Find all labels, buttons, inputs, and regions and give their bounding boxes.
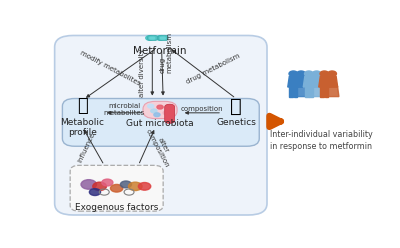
Text: alter diversity: alter diversity (139, 48, 145, 97)
Circle shape (120, 181, 132, 188)
FancyBboxPatch shape (148, 35, 158, 41)
Circle shape (151, 109, 157, 113)
FancyBboxPatch shape (70, 165, 163, 211)
Polygon shape (311, 76, 322, 87)
FancyBboxPatch shape (62, 98, 259, 146)
Polygon shape (305, 87, 308, 97)
Polygon shape (325, 87, 339, 97)
Polygon shape (326, 76, 338, 87)
Circle shape (89, 189, 100, 195)
Text: drug
metabolism: drug metabolism (160, 32, 173, 73)
Text: influence: influence (77, 131, 96, 163)
Text: alter
composition: alter composition (144, 125, 176, 169)
Text: Gut microbiota: Gut microbiota (126, 119, 194, 127)
Text: Inter-individual variability
in response to metformin: Inter-individual variability in response… (270, 130, 373, 151)
Polygon shape (288, 76, 299, 87)
Polygon shape (296, 76, 307, 87)
Circle shape (289, 71, 298, 76)
Circle shape (157, 105, 163, 109)
Text: 🏃: 🏃 (77, 97, 88, 115)
Text: drug metabolism: drug metabolism (185, 53, 240, 85)
Polygon shape (320, 87, 324, 97)
Circle shape (146, 36, 153, 40)
Polygon shape (294, 87, 297, 97)
FancyBboxPatch shape (55, 35, 267, 215)
Polygon shape (294, 87, 308, 97)
Circle shape (110, 185, 123, 192)
Circle shape (138, 183, 151, 190)
Circle shape (320, 71, 329, 76)
Circle shape (102, 179, 113, 186)
Polygon shape (310, 87, 324, 97)
Circle shape (148, 104, 154, 108)
Polygon shape (289, 87, 293, 97)
Circle shape (312, 71, 321, 76)
Circle shape (163, 111, 169, 115)
Circle shape (128, 182, 142, 190)
Polygon shape (303, 76, 314, 87)
Text: Metabolic
profile: Metabolic profile (60, 118, 104, 137)
Text: Genetics: Genetics (216, 118, 256, 126)
FancyBboxPatch shape (160, 37, 166, 40)
FancyBboxPatch shape (149, 37, 155, 40)
Polygon shape (325, 87, 328, 97)
Circle shape (166, 105, 172, 109)
Circle shape (328, 71, 336, 76)
Circle shape (297, 71, 306, 76)
Circle shape (154, 113, 160, 117)
FancyBboxPatch shape (165, 104, 175, 123)
Text: Metformin: Metformin (133, 46, 187, 56)
Polygon shape (319, 76, 330, 87)
Text: modify metabolites: modify metabolites (79, 50, 142, 86)
FancyBboxPatch shape (158, 35, 168, 41)
Text: 🧬: 🧬 (230, 97, 242, 116)
Polygon shape (309, 87, 313, 97)
Text: Exogenous factors: Exogenous factors (75, 203, 158, 212)
Circle shape (156, 36, 164, 40)
FancyBboxPatch shape (143, 101, 177, 119)
Circle shape (304, 71, 313, 76)
Circle shape (93, 182, 106, 190)
Text: composition: composition (180, 106, 223, 112)
Circle shape (81, 180, 96, 189)
Text: microbial
metabolites: microbial metabolites (104, 103, 145, 116)
